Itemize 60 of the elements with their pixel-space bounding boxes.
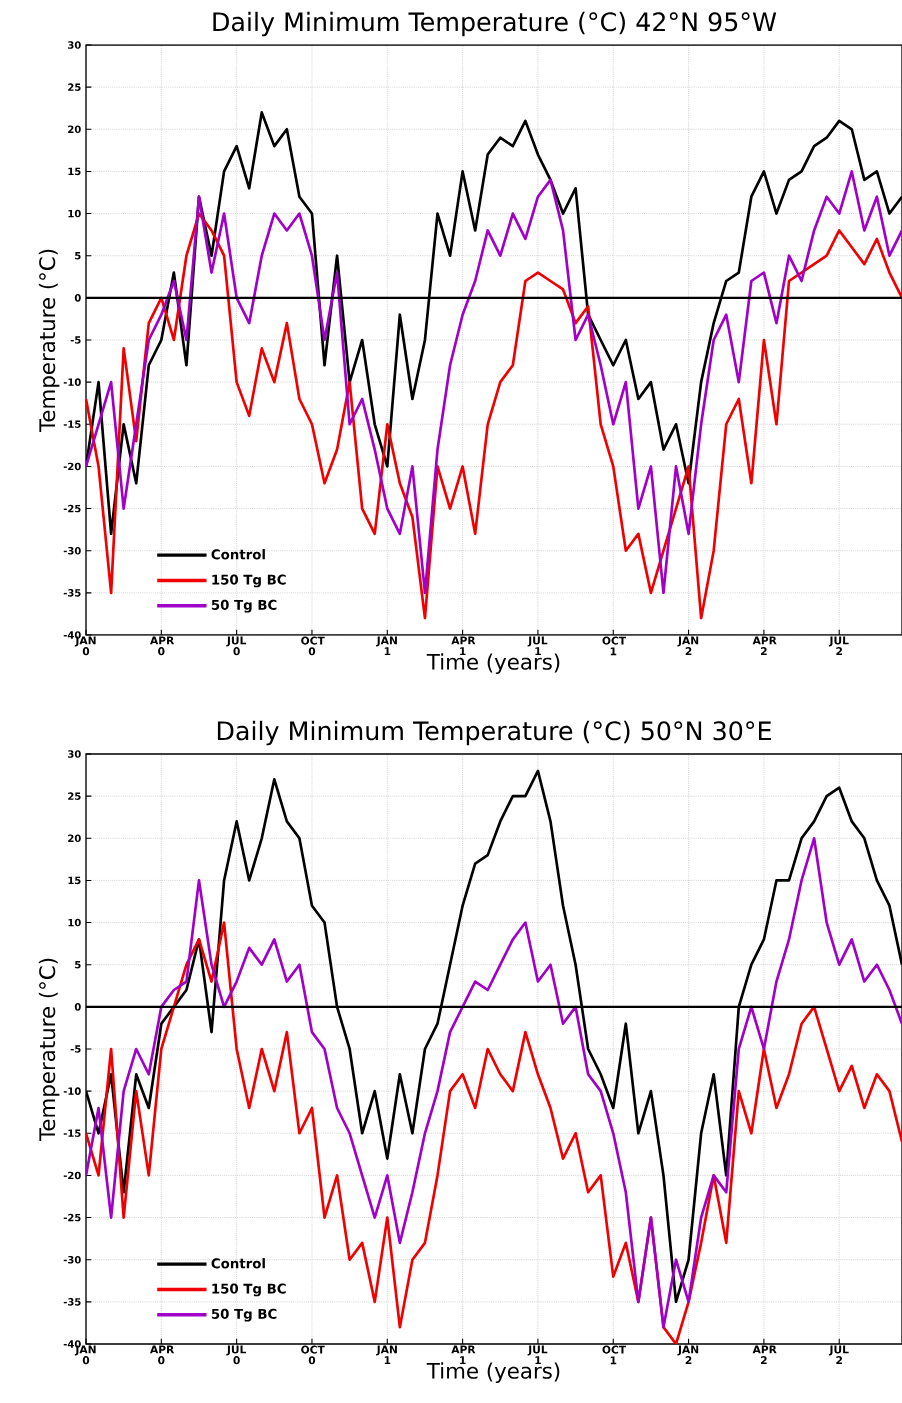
x-tick-label: JAN 2 (677, 636, 699, 656)
chart-title: Daily Minimum Temperature (°C) 50°N 30°E (217, 720, 771, 746)
x-tick-label: OCT 1 (602, 636, 627, 656)
y-tick-label: -10 (63, 378, 81, 386)
x-tick-label: JAN 2 (677, 1345, 699, 1365)
y-tick-label: 25 (68, 83, 81, 91)
x-tick-label: APR 2 (752, 1345, 777, 1365)
y-tick-label: -20 (63, 1171, 81, 1180)
y-tick-label: -35 (63, 589, 81, 597)
x-axis-title: Time (years) (426, 653, 560, 675)
y-tick-label: 0 (74, 294, 81, 302)
y-tick-label: -25 (63, 504, 81, 513)
y-tick-label: -15 (63, 420, 81, 428)
x-tick-label: JUL 0 (226, 1345, 247, 1365)
x-tick-label: JUL 2 (828, 1345, 849, 1365)
y-tick-label: -35 (63, 1298, 81, 1306)
y-tick-label: 10 (68, 918, 81, 927)
y-tick-label: -25 (63, 1213, 81, 1222)
x-tick-label: APR 0 (150, 1345, 175, 1365)
legend-label: 150 Tg BC (212, 574, 286, 588)
y-tick-label: -30 (63, 1255, 81, 1264)
y-tick-label: 20 (68, 125, 81, 134)
y-tick-label: 25 (68, 792, 81, 800)
x-tick-label: APR 1 (451, 636, 476, 656)
legend-label: Control (211, 1258, 265, 1269)
y-tick-label: -5 (70, 336, 81, 344)
y-tick-label: -20 (63, 462, 81, 471)
x-tick-label: JAN 1 (376, 1345, 397, 1365)
y-tick-label: -15 (63, 1129, 81, 1137)
y-tick-label: -30 (63, 546, 81, 555)
y-tick-label: 10 (68, 209, 81, 218)
legend-label: 150 Tg BC (212, 1283, 286, 1297)
x-tick-label: APR 2 (752, 636, 777, 656)
y-tick-label: 15 (68, 876, 81, 885)
x-tick-label: JAN 1 (376, 636, 397, 656)
x-tick-label: JUL 1 (527, 636, 548, 656)
legend-label: Control (211, 549, 265, 560)
y-tick-label: -10 (63, 1087, 81, 1095)
x-tick-label: APR 1 (451, 1345, 476, 1365)
y-tick-label: 0 (74, 1003, 81, 1011)
x-tick-label: JUL 2 (828, 636, 849, 656)
x-tick-label: APR 0 (150, 636, 175, 656)
y-axis-title: Temperature (°C) (38, 958, 60, 1142)
y-tick-label: -5 (70, 1045, 81, 1053)
y-tick-label: 5 (75, 252, 81, 260)
x-tick-label: OCT 0 (301, 1345, 325, 1365)
x-tick-label: OCT 1 (602, 1345, 627, 1365)
y-tick-label: 30 (68, 750, 81, 758)
x-tick-label: JUL 0 (226, 636, 247, 656)
x-tick-label: OCT 0 (301, 636, 325, 656)
x-tick-label: JUL 1 (527, 1345, 548, 1365)
legend-label: 50 Tg BC (211, 1308, 277, 1322)
y-tick-label: 20 (68, 834, 81, 843)
chart-title: Daily Minimum Temperature (°C) 42°N 95°W (213, 11, 777, 37)
y-axis-title: Temperature (°C) (38, 249, 60, 433)
legend-label: 50 Tg BC (211, 599, 277, 613)
y-tick-label: 5 (75, 961, 81, 969)
x-axis-title: Time (years) (426, 1362, 560, 1384)
y-tick-label: 15 (68, 167, 81, 176)
y-tick-label: 30 (68, 41, 81, 49)
